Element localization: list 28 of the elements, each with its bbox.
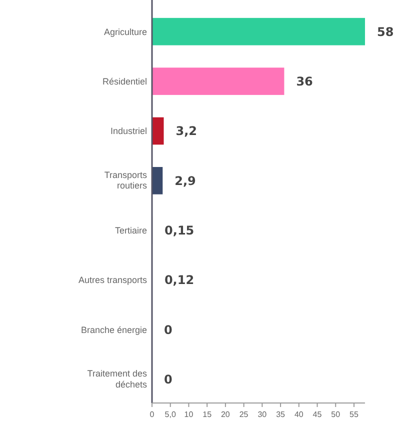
y-tick-label: Tertiaire: [114, 225, 147, 236]
x-tick-label: 5,0: [164, 410, 176, 419]
data-label: 58: [377, 24, 394, 39]
data-label: 0,15: [164, 224, 194, 238]
x-tick-label: 0: [150, 410, 155, 419]
data-label: 0: [164, 372, 172, 387]
data-label: 2,9: [174, 174, 196, 188]
data-label: 0: [164, 322, 172, 337]
y-tick-label: Industriel: [110, 126, 147, 136]
y-tick-label: Résidentiel: [102, 76, 147, 86]
y-tick-label: Branche énergie: [80, 324, 147, 335]
data-label: 0,12: [164, 273, 194, 288]
y-tick-label: Autres transports: [78, 275, 148, 286]
x-tick-label: 50: [331, 410, 341, 419]
x-tick-label: 30: [258, 410, 268, 419]
x-tick-label: 35: [276, 410, 286, 419]
y-tick-label: Traitement des déchets: [87, 368, 148, 390]
data-label: 36: [296, 74, 313, 88]
x-tick-label: 45: [312, 410, 322, 419]
x-tick-label: 15: [202, 410, 212, 419]
x-tick-label: 25: [239, 410, 249, 419]
x-tick-label: 55: [350, 410, 359, 419]
x-tick-label: 20: [220, 410, 230, 419]
y-tick-label: Agriculture: [104, 26, 147, 37]
y-tick-label: Transports routiers: [104, 170, 148, 191]
x-tick-label: 40: [294, 410, 304, 419]
x-tick-label: 10: [184, 410, 194, 419]
data-label: 3,2: [176, 124, 198, 138]
